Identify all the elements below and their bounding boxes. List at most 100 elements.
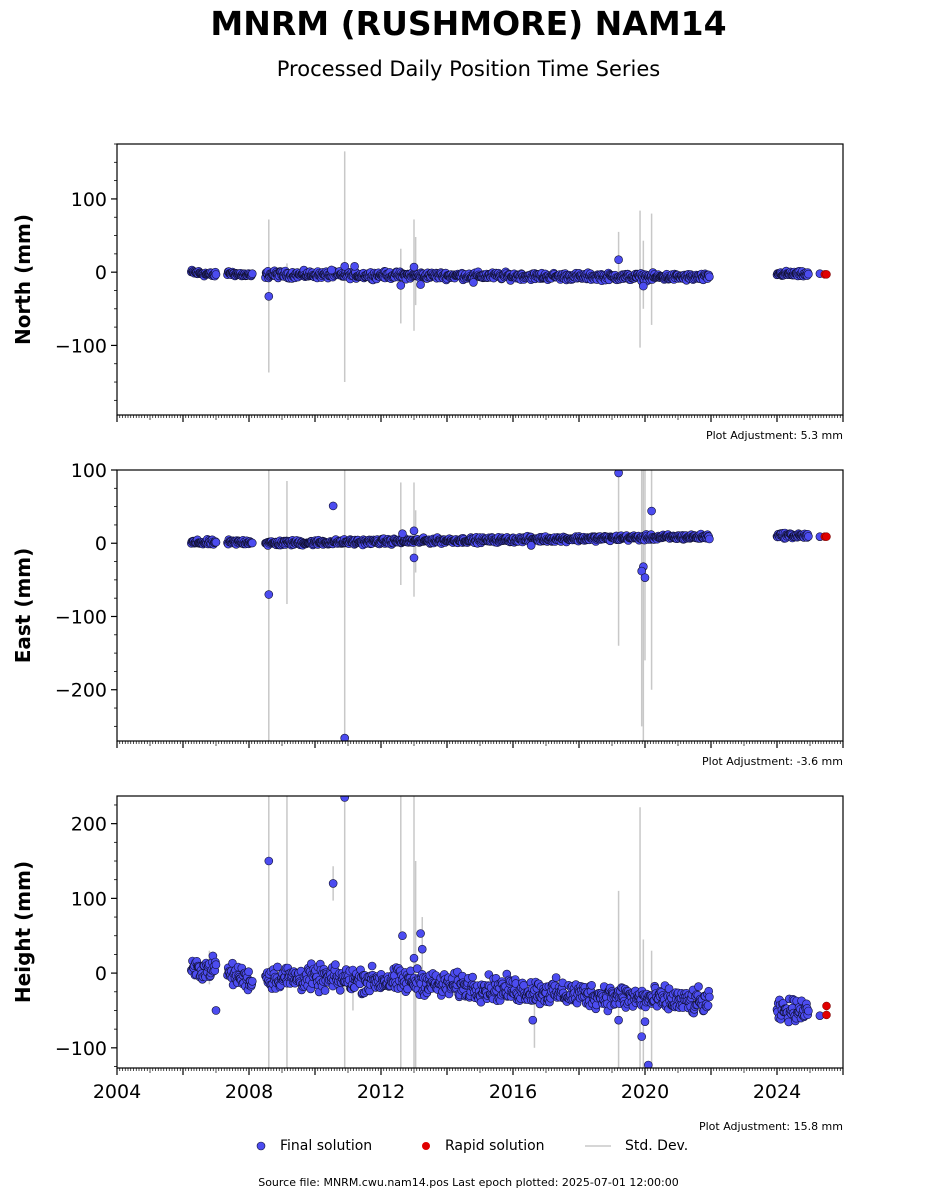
final-point [703,1001,713,1010]
final-point [244,967,253,977]
final-point [417,944,427,954]
legend-final-marker [256,1141,266,1151]
final-point [248,976,257,986]
final-point [264,292,274,301]
final-point [409,553,419,563]
y-tick-label: 0 [95,262,107,284]
final-point [350,262,359,271]
final-point [367,961,377,971]
final-point [804,1006,813,1016]
final-point [528,1015,538,1025]
panel-frame [116,469,844,742]
final-point [331,960,340,969]
y-tick-label: 0 [95,533,107,555]
plot-adjustment-label: Plot Adjustment: 5.3 mm [706,429,843,442]
final-point [416,280,425,289]
y-tick-label: −100 [55,606,107,628]
final-point [804,532,813,541]
panel-north: 100 0 −100 North (mm) Plot Adjustment: 5.3 m… [11,143,844,442]
panel-height: 200 100 0 −100 2004 2008 2012 2016 2020 2024 Heigh… [11,795,844,1133]
y-tick-label: 200 [71,814,107,836]
x-tick-label: 2016 [489,1081,537,1103]
legend-rapid: Rapid solution [421,1138,545,1154]
y-tick-label: 100 [71,189,107,211]
source-footnote: Source file: MNRM.cwu.nam14.pos Last epo… [258,1176,679,1189]
legend-stddev-label: Std. Dev. [625,1138,689,1154]
y-axis-label: North (mm) [11,214,35,345]
plot-area [187,151,831,383]
legend-rapid-marker [422,1142,430,1150]
final-point [409,526,419,536]
final-point [804,269,813,279]
final-point [705,992,714,1002]
final-point [211,960,221,970]
x-tick-label: 2008 [225,1081,273,1103]
final-point [409,262,419,272]
y-tick-label: 100 [71,460,107,482]
final-point [694,982,703,991]
final-point [398,931,407,941]
final-point [398,529,407,539]
final-point [640,1017,650,1026]
final-point [327,265,336,275]
panel-east: 100 0 −100 −200 East (mm) Plot Adjustment: -3… [11,460,844,768]
y-tick-label: −200 [55,680,107,702]
y-axis-label: Height (mm) [11,861,35,1003]
final-point [614,255,623,265]
final-point [551,973,561,982]
final-point [396,281,406,290]
rapid-point [822,532,831,541]
final-point [640,573,650,582]
final-point [335,985,345,995]
final-point [248,269,257,279]
final-point [248,538,257,548]
final-point [705,272,714,282]
final-point [328,501,338,511]
final-point [320,986,330,995]
final-point [469,278,478,287]
y-tick-label: 100 [71,888,107,910]
plot-adjustment-label: Plot Adjustment: -3.6 mm [702,755,843,768]
final-point [416,929,425,938]
final-point [614,1015,623,1025]
chart-title: MNRM (RUSHMORE) NAM14 [210,4,727,43]
panel-frame [116,795,844,1069]
x-tick-label: 2020 [621,1081,669,1103]
y-tick-label: −100 [55,1038,107,1060]
final-point [468,972,477,982]
final-point [340,733,349,741]
legend-stddev: Std. Dev. [585,1138,688,1154]
final-point [637,1032,647,1041]
legend-stddev-marker [585,1145,611,1147]
final-point [211,537,221,547]
x-tick-label: 2024 [753,1081,801,1103]
final-point [328,879,338,888]
rapid-point [822,1001,831,1011]
final-point [614,470,623,478]
y-tick-label: −100 [55,335,107,357]
final-point [340,796,349,802]
y-axis-label: East (mm) [11,548,35,664]
legend-rapid-label: Rapid solution [445,1138,545,1154]
final-point [587,980,596,990]
x-tick-label: 2004 [93,1081,141,1103]
final-point [264,590,274,599]
plot-area [187,796,831,1068]
final-point [264,856,274,866]
final-point [647,506,656,516]
final-point [273,962,282,972]
final-point [211,1006,221,1015]
legend-final: Final solution [256,1138,372,1154]
rapid-point [822,1010,831,1020]
plot-adjustment-label: Plot Adjustment: 15.8 mm [699,1120,843,1133]
chart-subtitle: Processed Daily Position Time Series [276,57,661,81]
y-tick-label: 0 [95,963,107,985]
x-tick-label: 2012 [357,1081,405,1103]
final-point [211,270,221,279]
final-point [639,281,648,291]
legend-final-label: Final solution [280,1138,373,1154]
final-point [412,964,422,973]
final-point [340,262,350,271]
final-point [526,541,536,550]
